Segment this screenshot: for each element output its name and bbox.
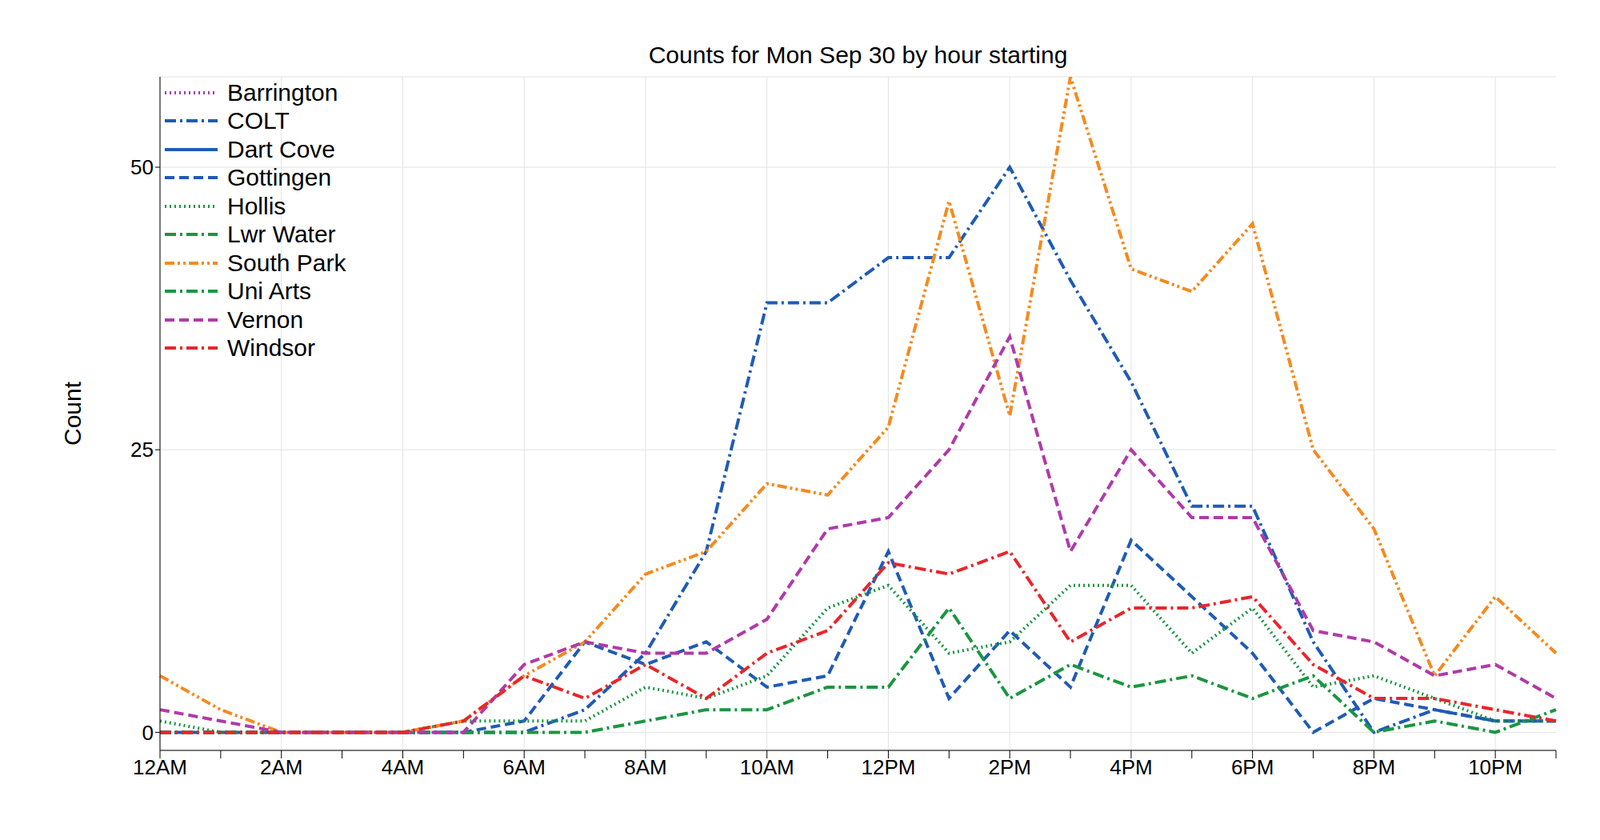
svg-text:50: 50 bbox=[130, 155, 154, 180]
svg-text:Count: Count bbox=[59, 380, 86, 446]
svg-text:25: 25 bbox=[130, 437, 154, 462]
html-text:Windsor: Windsor bbox=[227, 334, 316, 362]
svg-text:6AM: 6AM bbox=[502, 755, 545, 780]
html-text:Barrington: Barrington bbox=[227, 79, 338, 106]
svg-text:2PM: 2PM bbox=[988, 755, 1031, 780]
html-text:Dart Cove: Dart Cove bbox=[227, 135, 336, 163]
html-text:Gottingen: Gottingen bbox=[227, 164, 332, 191]
html-text:South Park: South Park bbox=[227, 249, 346, 276]
svg-text:12AM: 12AM bbox=[132, 755, 188, 780]
html-text:Uni Arts: Uni Arts bbox=[227, 277, 312, 305]
html-text:COLT: COLT bbox=[227, 107, 290, 134]
svg-text:10PM: 10PM bbox=[1468, 755, 1523, 780]
svg-text:10AM: 10AM bbox=[740, 755, 795, 780]
svg-text:0: 0 bbox=[142, 720, 154, 745]
svg-text:2AM: 2AM bbox=[260, 755, 303, 780]
html-text:Hollis: Hollis bbox=[227, 192, 286, 220]
svg-text:8PM: 8PM bbox=[1352, 755, 1396, 780]
svg-text:4AM: 4AM bbox=[381, 755, 424, 780]
svg-text:4PM: 4PM bbox=[1109, 755, 1152, 780]
html-text:Lwr Water: Lwr Water bbox=[227, 221, 336, 248]
svg-text:6PM: 6PM bbox=[1231, 755, 1274, 780]
svg-text:12PM: 12PM bbox=[860, 755, 916, 780]
svg-text:8AM: 8AM bbox=[624, 755, 667, 780]
html-text:Counts for Mon Sep 30 by hour: Counts for Mon Sep 30 by hour starting bbox=[648, 41, 1068, 68]
html-text:Vernon: Vernon bbox=[227, 306, 304, 333]
